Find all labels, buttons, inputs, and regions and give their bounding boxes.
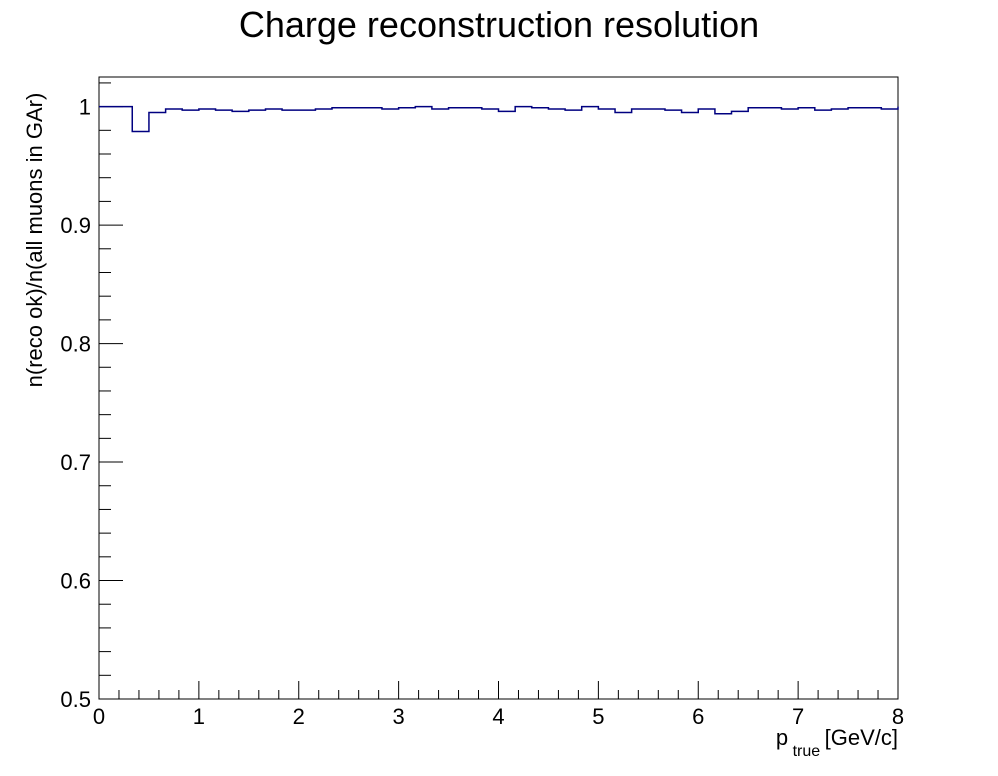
y-tick-label: 0.5 [60,687,91,712]
x-tick-label: 5 [592,704,604,729]
x-axis-label-main: p [776,725,788,750]
x-axis-label-unit: [GeV/c] [825,725,898,750]
x-axis: 0 1 2 3 4 5 6 7 8 [93,681,904,729]
x-axis-label-subscript: true [793,743,821,760]
y-tick-label: 1 [79,95,91,120]
x-tick-label: 7 [792,704,804,729]
x-tick-label: 0 [93,704,105,729]
x-tick-label: 4 [492,704,504,729]
plot-frame [98,76,899,700]
y-tick-label: 0.8 [60,332,91,357]
x-axis-label: p true [GeV/c] [776,725,898,760]
x-tick-label: 3 [393,704,405,729]
x-tick-label: 2 [293,704,305,729]
x-tick-label: 8 [892,704,904,729]
y-tick-label: 0.7 [60,450,91,475]
y-axis-label: n(reco ok)/n(all muons in GAr) [22,93,47,388]
x-tick-label: 6 [692,704,704,729]
y-axis: 0.5 0.6 0.7 0.8 0.9 1 [60,82,123,712]
chart-title: Charge reconstruction resolution [239,4,759,45]
x-tick-label: 1 [193,704,205,729]
y-tick-label: 0.6 [60,569,91,594]
histogram-series [99,105,899,133]
y-tick-label: 0.9 [60,213,91,238]
